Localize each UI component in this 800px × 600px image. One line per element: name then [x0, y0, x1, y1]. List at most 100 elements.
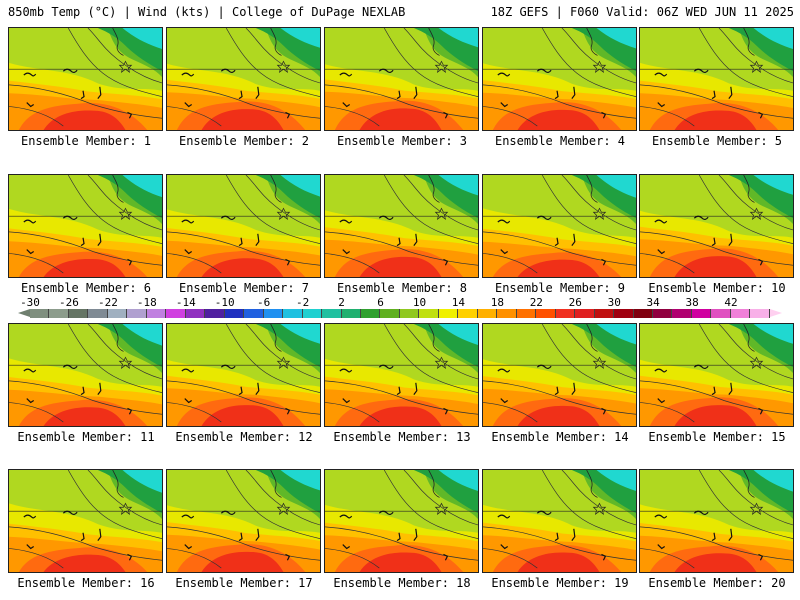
- temperature-colorbar: -30 -26 -22 -18 -14 -10 -6 -2 2 6 10 14 18 22 26 30 34 38…: [8, 296, 792, 320]
- ensemble-member-map: [324, 27, 479, 131]
- ensemble-member-label: Ensemble Member: 13: [333, 430, 471, 444]
- colorbar-tick-label: 26: [568, 296, 582, 309]
- colorbar-swatch: [127, 309, 147, 318]
- colorbar-swatch: [185, 309, 206, 318]
- ensemble-member-map: [639, 174, 794, 278]
- colorbar-swatch: [497, 309, 517, 318]
- ensemble-member-map: [8, 174, 163, 278]
- colorbar-swatch: [458, 309, 478, 318]
- colorbar-swatch: [302, 309, 323, 318]
- colorbar-swatch: [322, 309, 342, 318]
- ensemble-member-label: Ensemble Member: 19: [491, 576, 629, 590]
- colorbar-swatch: [88, 309, 108, 318]
- colorbar-tick-label: -30: [20, 296, 40, 309]
- colorbar-swatch: [399, 309, 420, 318]
- ensemble-member-map: [482, 27, 637, 131]
- colorbar-swatch: [691, 309, 712, 318]
- colorbar-swatch: [146, 309, 167, 318]
- ensemble-member-map: [482, 323, 637, 427]
- colorbar-swatch: [730, 309, 751, 318]
- ensemble-member-label: Ensemble Member: 15: [648, 430, 786, 444]
- colorbar-swatch: [653, 309, 673, 318]
- colorbar-swatch: [49, 309, 69, 318]
- colorbar-tick-label: 22: [529, 296, 543, 309]
- colorbar-swatch: [341, 309, 361, 318]
- ensemble-member-label: Ensemble Member: 7: [178, 281, 310, 295]
- colorbar-tick-label: 42: [724, 296, 738, 309]
- colorbar-swatch: [380, 309, 400, 318]
- ensemble-member-label: Ensemble Member: 8: [336, 281, 468, 295]
- colorbar-tick-label: 38: [685, 296, 699, 309]
- ensemble-member-map: [639, 469, 794, 573]
- ensemble-member-map: [482, 469, 637, 573]
- colorbar-swatch: [438, 309, 459, 318]
- colorbar-swatch: [107, 309, 128, 318]
- ensemble-member-map: [8, 27, 163, 131]
- ensemble-member-map: [324, 323, 479, 427]
- colorbar-swatch: [633, 309, 653, 318]
- ensemble-member-map: [639, 323, 794, 427]
- ensemble-member-label: Ensemble Member: 20: [648, 576, 786, 590]
- colorbar-swatch: [575, 309, 595, 318]
- colorbar-swatch: [477, 309, 498, 318]
- ensemble-member-label: Ensemble Member: 16: [17, 576, 155, 590]
- colorbar-swatch: [711, 309, 731, 318]
- ensemble-member-map: [166, 27, 321, 131]
- ensemble-member-map: [8, 469, 163, 573]
- colorbar-swatch: [536, 309, 556, 318]
- colorbar-tick-label: 18: [490, 296, 504, 309]
- colorbar-tick-label: 14: [451, 296, 466, 309]
- header-title: 850mb Temp (°C) | Wind (kts) | College o…: [8, 5, 406, 19]
- colorbar-tick-label: 6: [377, 296, 384, 309]
- ensemble-member-map: [324, 174, 479, 278]
- colorbar-tick-label: 30: [607, 296, 621, 309]
- colorbar-tick-label: -2: [296, 296, 310, 309]
- ensemble-member-label: Ensemble Member: 1: [20, 134, 152, 148]
- colorbar-swatch: [419, 309, 439, 318]
- ensemble-member-label: Ensemble Member: 18: [333, 576, 471, 590]
- colorbar-swatch: [205, 309, 225, 318]
- colorbar-tick-label: -6: [257, 296, 271, 309]
- colorbar-tick-label: 10: [412, 296, 427, 309]
- ensemble-member-map: [166, 323, 321, 427]
- colorbar-swatch: [516, 309, 537, 318]
- colorbar-tick-label: 2: [338, 296, 345, 309]
- colorbar-swatch: [555, 309, 576, 318]
- colorbar-min-arrow: [18, 309, 30, 317]
- ensemble-member-map: [166, 469, 321, 573]
- ensemble-member-map: [8, 323, 163, 427]
- ensemble-member-label: Ensemble Member: 4: [494, 134, 626, 148]
- colorbar-swatch: [68, 309, 89, 318]
- colorbar-swatch: [263, 309, 284, 318]
- colorbar-tick-label: 34: [646, 296, 660, 309]
- ensemble-member-label: Ensemble Member: 12: [175, 430, 313, 444]
- colorbar-swatch: [224, 309, 245, 318]
- colorbar-tick-label: -18: [136, 296, 157, 309]
- ensemble-member-label: Ensemble Member: 5: [651, 134, 783, 148]
- colorbar-tick-label: -22: [97, 296, 118, 309]
- ensemble-member-label: Ensemble Member: 3: [336, 134, 468, 148]
- ensemble-member-label: Ensemble Member: 9: [494, 281, 626, 295]
- header-run-info: 18Z GEFS | F060 Valid: 06Z WED JUN 11 20…: [490, 5, 794, 19]
- ensemble-member-label: Ensemble Member: 10: [648, 281, 786, 295]
- colorbar-swatch: [614, 309, 634, 318]
- ensemble-member-label: Ensemble Member: 14: [491, 430, 629, 444]
- colorbar-tick-label: -26: [59, 296, 79, 309]
- colorbar-strip: [30, 309, 770, 318]
- ensemble-member-map: [639, 27, 794, 131]
- colorbar-swatch: [283, 309, 303, 318]
- colorbar-swatch: [360, 309, 381, 318]
- colorbar-swatch: [672, 309, 692, 318]
- colorbar-swatch: [594, 309, 615, 318]
- colorbar-tick-label: -14: [175, 296, 196, 309]
- ensemble-member-label: Ensemble Member: 17: [175, 576, 313, 590]
- colorbar-tick-label: -10: [214, 296, 235, 309]
- colorbar-swatch: [244, 309, 264, 318]
- ensemble-member-map: [166, 174, 321, 278]
- ensemble-member-label: Ensemble Member: 6: [20, 281, 152, 295]
- ensemble-member-label: Ensemble Member: 11: [17, 430, 155, 444]
- ensemble-member-label: Ensemble Member: 2: [178, 134, 310, 148]
- colorbar-swatch: [30, 309, 50, 318]
- ensemble-member-map: [324, 469, 479, 573]
